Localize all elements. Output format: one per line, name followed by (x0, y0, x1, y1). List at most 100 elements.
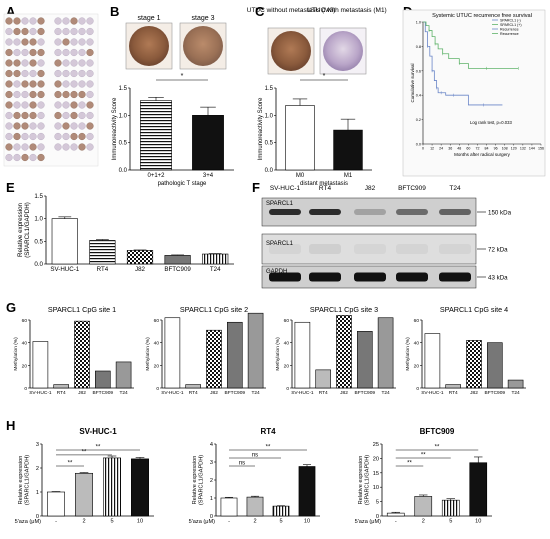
bar (115, 361, 132, 389)
tma-core (21, 101, 29, 109)
tma-core (70, 59, 78, 67)
y-tick-label: 0 (210, 514, 213, 520)
lane-label: BFTC909 (398, 185, 426, 192)
tma-core (37, 69, 45, 78)
y-tick-label: 0 (286, 386, 289, 392)
tma-core (5, 153, 13, 162)
y-axis-label-line: Relative expression (192, 456, 198, 505)
category-label: 10 (475, 519, 481, 525)
category-label: RT4 (97, 266, 109, 273)
category-label: T24 (251, 390, 260, 396)
chart-title: RT4 (260, 427, 276, 436)
chart-title: Systemic UTUC recurrence free survival (432, 13, 532, 19)
protein-band (269, 244, 301, 254)
tma-core (70, 111, 78, 120)
legend-label: Recurrence (500, 32, 519, 36)
tma-core (13, 38, 21, 46)
panel-label-f: F (252, 180, 260, 195)
tma-core (54, 38, 62, 46)
y-tick-label: 15 (373, 471, 379, 477)
x-tick-label: 156 (538, 147, 544, 151)
significance-mark: * (181, 73, 184, 80)
category-label: - (395, 519, 397, 525)
significance-mark: * (323, 73, 326, 80)
y-tick-label: 2 (210, 478, 213, 484)
category-label: J82 (78, 390, 86, 396)
x-tick-label: 60 (466, 147, 470, 151)
tma-core (86, 143, 94, 151)
y-axis-label-line: Immunoreactivity Score (112, 97, 118, 160)
tma-core (37, 48, 45, 57)
blot-row-label: SPARCL1 (266, 201, 294, 207)
category-label: J82 (210, 390, 218, 396)
tma-core (54, 69, 62, 78)
bar (247, 312, 264, 389)
blot-membrane (261, 233, 477, 265)
chart-g: 0 20 40 60 Methylation (%) SV-HUC-1 RT4 J82 BFTC… (13, 305, 526, 396)
tma-core (62, 59, 70, 67)
y-tick-label: 60 (414, 318, 420, 324)
tma-core (86, 122, 94, 130)
y-tick-label: 1 (210, 496, 213, 502)
protein-band (439, 244, 471, 254)
y-tick-label: 0.5 (265, 141, 274, 147)
category-label: RT4 (57, 390, 66, 396)
panel-label-b: B (110, 4, 120, 19)
bar (206, 329, 222, 389)
bar (95, 370, 111, 389)
category-label: SV-HUC-1 (29, 390, 52, 396)
tma-core (13, 59, 21, 67)
bar (466, 340, 482, 389)
survival-curve (423, 21, 503, 106)
y-axis-label: Relative expression(SPARCL1/GAPDH) (192, 455, 205, 505)
y-tick-label: 0.0 (416, 143, 421, 147)
tma-core (37, 101, 45, 109)
y-tick-label: 0 (24, 386, 27, 392)
tma-core (78, 111, 86, 120)
y-axis-label: Methylation (%) (145, 337, 151, 371)
y-tick-label: 0.5 (34, 238, 43, 245)
tma-core (29, 111, 37, 120)
x-axis-label: Months after radical surgery (454, 152, 511, 157)
tma-core (5, 27, 13, 36)
tma-core (29, 122, 37, 130)
y-tick-label: 20 (22, 363, 28, 369)
panel-label-h: H (6, 418, 16, 433)
log-rank-annotation: Log rank test, p=0.033 (470, 120, 512, 125)
y-tick-label: 0 (36, 514, 39, 520)
tma-core (5, 69, 13, 78)
tma-core (54, 132, 62, 141)
tma-core (70, 143, 78, 151)
bar (445, 384, 461, 389)
tma-core (21, 122, 29, 130)
bar (469, 462, 488, 517)
blot-row-label: SPARCL1 (266, 241, 294, 247)
cpg-site-chart: 0 20 40 60 Methylation (%) SV-HUC-1 RT4 J82 BFTC… (405, 305, 526, 396)
category-label: BFTC909 (93, 390, 114, 396)
tma-core (62, 69, 70, 78)
x-tick-label: 24 (439, 147, 443, 151)
tma-core (13, 48, 21, 57)
m1-label: UTUC with metastasis (M1) (307, 7, 386, 14)
category-label: - (228, 519, 230, 525)
y-tick-label: 0 (156, 386, 159, 392)
stage-1-label: stage 1 (138, 15, 161, 22)
category-label: 5 (279, 519, 282, 525)
y-tick-label: 20 (284, 363, 290, 369)
y-axis-label: Methylation (%) (275, 337, 281, 371)
tma-core (21, 48, 29, 57)
y-axis-label: Relative expression(SPARCL1/GAPDH) (18, 455, 31, 505)
tma-core (78, 38, 86, 46)
tma-core (13, 80, 21, 88)
tma-core (70, 17, 78, 25)
y-axis-label: Immunoreactivity Score (112, 97, 118, 160)
cpg-site-chart: 0 20 40 60 Methylation (%) SV-HUC-1 RT4 J82 BFTC… (13, 305, 134, 396)
y-tick-label: 1.5 (119, 86, 128, 92)
significance-mark: ** (407, 461, 412, 467)
bar (53, 384, 69, 389)
lane-label: T24 (449, 185, 461, 192)
category-label: SV-HUC-1 (291, 390, 314, 396)
tma-core (62, 90, 70, 99)
chart-title: SPARCL1 CpG site 1 (48, 305, 116, 314)
